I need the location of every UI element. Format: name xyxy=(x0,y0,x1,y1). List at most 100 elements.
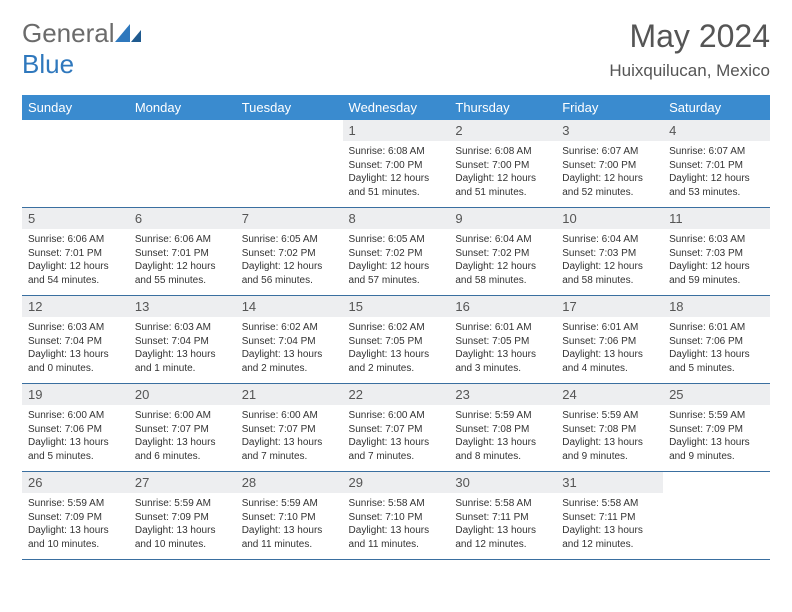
sunset: Sunset: 7:08 PM xyxy=(455,423,550,437)
daylight: Daylight: 13 hours and 7 minutes. xyxy=(349,436,444,463)
sunset: Sunset: 7:04 PM xyxy=(242,335,337,349)
calendar-day: 2Sunrise: 6:08 AMSunset: 7:00 PMDaylight… xyxy=(449,120,556,208)
daylight: Daylight: 13 hours and 8 minutes. xyxy=(455,436,550,463)
calendar-day: 4Sunrise: 6:07 AMSunset: 7:01 PMDaylight… xyxy=(663,120,770,208)
daylight: Daylight: 13 hours and 9 minutes. xyxy=(562,436,657,463)
daylight: Daylight: 13 hours and 9 minutes. xyxy=(669,436,764,463)
daylight: Daylight: 13 hours and 4 minutes. xyxy=(562,348,657,375)
sunrise: Sunrise: 6:03 AM xyxy=(28,321,123,335)
sunrise: Sunrise: 6:02 AM xyxy=(349,321,444,335)
sunset: Sunset: 7:01 PM xyxy=(135,247,230,261)
calendar-day: 7Sunrise: 6:05 AMSunset: 7:02 PMDaylight… xyxy=(236,208,343,296)
sunset: Sunset: 7:02 PM xyxy=(349,247,444,261)
daylight: Daylight: 12 hours and 54 minutes. xyxy=(28,260,123,287)
sunset: Sunset: 7:09 PM xyxy=(28,511,123,525)
sunrise: Sunrise: 6:08 AM xyxy=(349,145,444,159)
calendar-day: 17Sunrise: 6:01 AMSunset: 7:06 PMDayligh… xyxy=(556,296,663,384)
sunrise: Sunrise: 6:00 AM xyxy=(242,409,337,423)
day-number: 23 xyxy=(449,384,556,405)
day-details: Sunrise: 5:59 AMSunset: 7:08 PMDaylight:… xyxy=(449,405,556,471)
daylight: Daylight: 12 hours and 52 minutes. xyxy=(562,172,657,199)
calendar-day: 12Sunrise: 6:03 AMSunset: 7:04 PMDayligh… xyxy=(22,296,129,384)
day-details: Sunrise: 6:00 AMSunset: 7:07 PMDaylight:… xyxy=(129,405,236,471)
sunrise: Sunrise: 6:01 AM xyxy=(562,321,657,335)
daylight: Daylight: 13 hours and 6 minutes. xyxy=(135,436,230,463)
daylight: Daylight: 13 hours and 10 minutes. xyxy=(28,524,123,551)
calendar: SundayMondayTuesdayWednesdayThursdayFrid… xyxy=(22,95,770,560)
weekday-header: Tuesday xyxy=(236,95,343,120)
sunset: Sunset: 7:06 PM xyxy=(562,335,657,349)
daylight: Daylight: 12 hours and 55 minutes. xyxy=(135,260,230,287)
calendar-day: 8Sunrise: 6:05 AMSunset: 7:02 PMDaylight… xyxy=(343,208,450,296)
day-details: Sunrise: 6:00 AMSunset: 7:07 PMDaylight:… xyxy=(343,405,450,471)
calendar-day: 28Sunrise: 5:59 AMSunset: 7:10 PMDayligh… xyxy=(236,472,343,560)
sunrise: Sunrise: 5:59 AM xyxy=(455,409,550,423)
day-number: 21 xyxy=(236,384,343,405)
day-details: Sunrise: 5:59 AMSunset: 7:09 PMDaylight:… xyxy=(22,493,129,559)
day-number: 20 xyxy=(129,384,236,405)
calendar-day: 5Sunrise: 6:06 AMSunset: 7:01 PMDaylight… xyxy=(22,208,129,296)
daylight: Daylight: 12 hours and 56 minutes. xyxy=(242,260,337,287)
calendar-day: 24Sunrise: 5:59 AMSunset: 7:08 PMDayligh… xyxy=(556,384,663,472)
sunset: Sunset: 7:04 PM xyxy=(28,335,123,349)
day-number: 2 xyxy=(449,120,556,141)
calendar-day: 27Sunrise: 5:59 AMSunset: 7:09 PMDayligh… xyxy=(129,472,236,560)
day-details: Sunrise: 6:08 AMSunset: 7:00 PMDaylight:… xyxy=(449,141,556,207)
day-details: Sunrise: 6:03 AMSunset: 7:04 PMDaylight:… xyxy=(22,317,129,383)
daylight: Daylight: 12 hours and 51 minutes. xyxy=(349,172,444,199)
day-details: Sunrise: 6:03 AMSunset: 7:03 PMDaylight:… xyxy=(663,229,770,295)
day-number: 7 xyxy=(236,208,343,229)
sunset: Sunset: 7:02 PM xyxy=(242,247,337,261)
brand-name-a: General xyxy=(22,18,115,48)
day-number: 4 xyxy=(663,120,770,141)
calendar-day: 3Sunrise: 6:07 AMSunset: 7:00 PMDaylight… xyxy=(556,120,663,208)
sunset: Sunset: 7:09 PM xyxy=(135,511,230,525)
day-number: 22 xyxy=(343,384,450,405)
calendar-day: 22Sunrise: 6:00 AMSunset: 7:07 PMDayligh… xyxy=(343,384,450,472)
weekday-header: Monday xyxy=(129,95,236,120)
daylight: Daylight: 13 hours and 11 minutes. xyxy=(242,524,337,551)
calendar-day xyxy=(22,120,129,208)
day-number: 30 xyxy=(449,472,556,493)
calendar-day: 18Sunrise: 6:01 AMSunset: 7:06 PMDayligh… xyxy=(663,296,770,384)
calendar-header: SundayMondayTuesdayWednesdayThursdayFrid… xyxy=(22,95,770,120)
calendar-day: 26Sunrise: 5:59 AMSunset: 7:09 PMDayligh… xyxy=(22,472,129,560)
calendar-day xyxy=(663,472,770,560)
weekday-header: Wednesday xyxy=(343,95,450,120)
day-number: 25 xyxy=(663,384,770,405)
sunset: Sunset: 7:05 PM xyxy=(455,335,550,349)
day-details: Sunrise: 6:07 AMSunset: 7:00 PMDaylight:… xyxy=(556,141,663,207)
day-number: 6 xyxy=(129,208,236,229)
calendar-day: 25Sunrise: 5:59 AMSunset: 7:09 PMDayligh… xyxy=(663,384,770,472)
day-details: Sunrise: 5:59 AMSunset: 7:08 PMDaylight:… xyxy=(556,405,663,471)
sunrise: Sunrise: 6:01 AM xyxy=(455,321,550,335)
sunset: Sunset: 7:10 PM xyxy=(349,511,444,525)
day-details: Sunrise: 6:05 AMSunset: 7:02 PMDaylight:… xyxy=(236,229,343,295)
sunrise: Sunrise: 5:59 AM xyxy=(562,409,657,423)
day-details: Sunrise: 5:58 AMSunset: 7:11 PMDaylight:… xyxy=(449,493,556,559)
calendar-week: 26Sunrise: 5:59 AMSunset: 7:09 PMDayligh… xyxy=(22,472,770,560)
day-number: 28 xyxy=(236,472,343,493)
brand-name-b: Blue xyxy=(22,49,74,79)
sail-icon xyxy=(115,24,141,42)
day-details: Sunrise: 5:59 AMSunset: 7:10 PMDaylight:… xyxy=(236,493,343,559)
month-title: May 2024 xyxy=(609,18,770,55)
sunrise: Sunrise: 6:05 AM xyxy=(349,233,444,247)
sunrise: Sunrise: 6:07 AM xyxy=(669,145,764,159)
day-details: Sunrise: 6:02 AMSunset: 7:04 PMDaylight:… xyxy=(236,317,343,383)
sunrise: Sunrise: 6:07 AM xyxy=(562,145,657,159)
sunset: Sunset: 7:11 PM xyxy=(562,511,657,525)
sunset: Sunset: 7:01 PM xyxy=(669,159,764,173)
sunrise: Sunrise: 6:03 AM xyxy=(135,321,230,335)
sunset: Sunset: 7:03 PM xyxy=(562,247,657,261)
day-number: 12 xyxy=(22,296,129,317)
sunrise: Sunrise: 5:59 AM xyxy=(28,497,123,511)
daylight: Daylight: 13 hours and 5 minutes. xyxy=(669,348,764,375)
brand-name: General Blue xyxy=(22,18,141,80)
daylight: Daylight: 12 hours and 51 minutes. xyxy=(455,172,550,199)
sunrise: Sunrise: 6:00 AM xyxy=(349,409,444,423)
daylight: Daylight: 13 hours and 7 minutes. xyxy=(242,436,337,463)
calendar-day xyxy=(236,120,343,208)
sunrise: Sunrise: 6:02 AM xyxy=(242,321,337,335)
sunrise: Sunrise: 6:00 AM xyxy=(28,409,123,423)
